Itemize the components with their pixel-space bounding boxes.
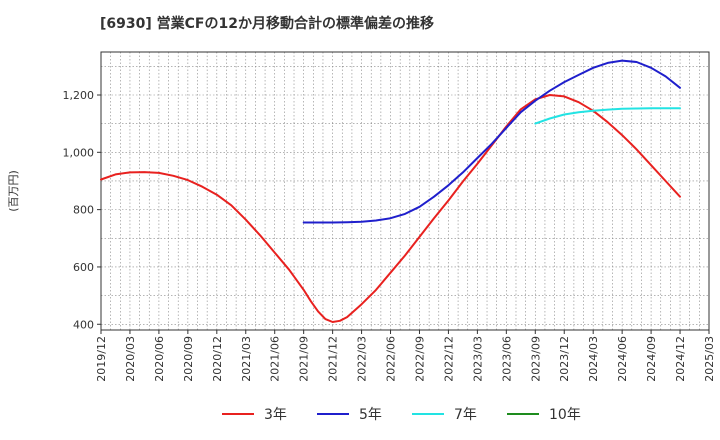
x-tick-label: 2021/03 [240, 336, 253, 382]
legend-label: 5年 [359, 407, 382, 423]
y-axis-label: (百万円) [7, 170, 20, 212]
y-axis-ticks: 400 600 800 1,000 1,200 [63, 89, 101, 331]
x-tick-label: 2024/09 [645, 336, 658, 382]
x-tick-label: 2021/09 [298, 336, 311, 382]
x-tick-label: 2020/09 [182, 336, 195, 382]
x-tick-label: 2023/09 [529, 336, 542, 382]
series-line [302, 59, 681, 224]
x-tick-label: 2020/12 [211, 336, 224, 382]
y-tick-label: 1,200 [63, 89, 95, 102]
x-tick-label: 2025/03 [703, 336, 716, 382]
x-tick-label: 2024/03 [587, 336, 600, 382]
x-tick-label: 2021/06 [269, 336, 282, 382]
x-tick-label: 2022/09 [413, 336, 426, 382]
x-tick-label: 2022/03 [356, 336, 369, 382]
y-tick-label: 800 [73, 204, 94, 217]
series-line [534, 107, 681, 125]
x-tick-label: 2020/06 [153, 336, 166, 382]
x-tick-label: 2022/12 [442, 336, 455, 382]
plot-frame [100, 51, 710, 331]
series-line [100, 94, 681, 323]
x-tick-label: 2019/12 [95, 336, 108, 382]
y-tick-label: 1,000 [63, 146, 95, 159]
x-tick-label: 2024/06 [616, 336, 629, 382]
legend-label: 7年 [454, 407, 477, 423]
legend-label: 3年 [264, 407, 287, 423]
legend: 3年 5年 7年 10年 [222, 407, 581, 423]
y-tick-label: 400 [73, 318, 94, 331]
series-lines [100, 59, 681, 323]
x-tick-label: 2024/12 [674, 336, 687, 382]
x-tick-label: 2022/06 [385, 336, 398, 382]
y-axis-label-group: (百万円) [7, 170, 20, 212]
legend-label: 10年 [549, 407, 581, 423]
x-axis-ticks: 2019/12 2020/03 2020/06 2020/09 2020/12 2021/… [95, 330, 716, 382]
grid [101, 52, 709, 330]
chart-title: [6930] 営業CFの12か月移動合計の標準偏差の推移 [100, 15, 434, 32]
x-tick-label: 2023/03 [471, 336, 484, 382]
x-tick-label: 2021/12 [327, 336, 340, 382]
y-tick-label: 600 [73, 261, 94, 274]
x-tick-label: 2020/03 [124, 336, 137, 382]
x-tick-label: 2023/06 [500, 336, 513, 382]
x-tick-label: 2023/12 [558, 336, 571, 382]
